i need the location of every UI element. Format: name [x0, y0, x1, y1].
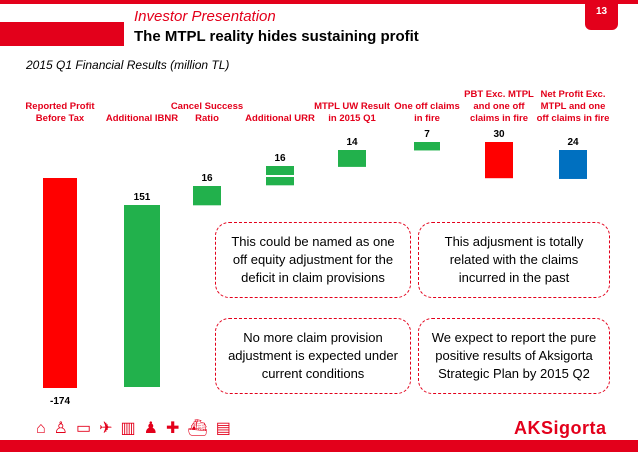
category-label-7: and one off	[473, 101, 525, 112]
category-label-6: in fire	[414, 113, 440, 124]
section-label: Investor Presentation	[134, 8, 276, 25]
data-label-8: 24	[567, 137, 579, 148]
footer-icon-strip: ⌂ ♙ ▭ ✈ ▥ ♟ ✚ ⛴ ▤	[36, 414, 336, 438]
footer-bar	[0, 440, 638, 452]
category-label-2: Additional IBNR	[106, 113, 178, 124]
bar-8	[559, 150, 587, 179]
chart-subtitle: 2015 Q1 Financial Results (million TL)	[26, 58, 230, 72]
callout-equity-adjustment: This could be named as one off equity ad…	[215, 222, 411, 298]
data-label-3: 16	[201, 173, 213, 184]
page-number-badge: 13	[585, 0, 618, 30]
data-label-6: 7	[424, 129, 430, 140]
data-label-2: 151	[134, 192, 151, 203]
ship-icon: ⛴	[187, 420, 208, 437]
cross-icon: ✚	[166, 420, 180, 437]
category-label-6: One off claims	[394, 101, 459, 112]
car-icon: ▭	[76, 420, 92, 437]
category-label-4: Additional URR	[245, 113, 315, 124]
category-label-5: MTPL UW Result	[314, 101, 391, 112]
callout-no-more-adjustment: No more claim provision adjustment is ex…	[215, 318, 411, 394]
header-accent-block	[0, 22, 124, 46]
category-label-8: MTPL and one	[541, 101, 606, 112]
people-icon: ♙	[53, 420, 69, 437]
category-label-3: Cancel Success	[171, 101, 243, 112]
bar-1	[43, 178, 77, 388]
bar-6	[414, 142, 440, 151]
data-label-7: 30	[493, 129, 505, 140]
aksigorta-logo: AKSigorta	[514, 418, 607, 438]
person-icon: ♟	[143, 420, 159, 437]
building-icon: ▥	[120, 420, 136, 437]
category-label-1: Before Tax	[36, 113, 85, 124]
top-bar	[0, 0, 638, 4]
data-label-5: 14	[346, 137, 358, 148]
bar-3	[193, 186, 221, 206]
house-icon: ⌂	[36, 420, 46, 437]
bar-2	[124, 205, 160, 387]
data-label-4: 16	[274, 153, 286, 164]
category-label-5: in 2015 Q1	[328, 113, 376, 124]
bar-5	[338, 150, 366, 167]
category-label-8: Net Profit Exc.	[541, 89, 606, 100]
category-label-8: off claims in fire	[537, 113, 610, 124]
callout-strategic-plan: We expect to report the pure positive re…	[418, 318, 610, 394]
callout-claims-past: This adjusment is totally related with t…	[418, 222, 610, 298]
category-label-1: Reported Profit	[25, 101, 95, 112]
category-label-3: Ratio	[195, 113, 219, 124]
slide-title: The MTPL reality hides sustaining profit	[134, 28, 419, 45]
data-label-1: -174	[50, 396, 70, 407]
bar-7	[485, 142, 513, 179]
category-label-7: claims in fire	[470, 113, 528, 124]
category-label-7: PBT Exc. MTPL	[464, 89, 534, 100]
plane-icon: ✈	[99, 420, 113, 437]
factory-icon: ▤	[215, 420, 231, 437]
